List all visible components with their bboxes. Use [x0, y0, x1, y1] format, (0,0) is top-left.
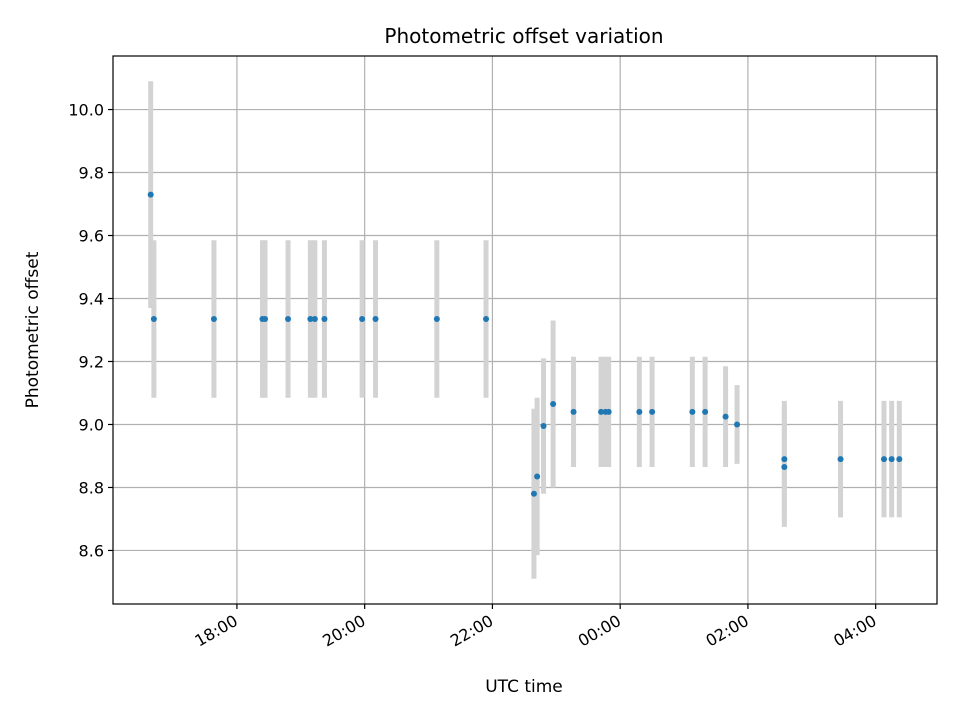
chart-title: Photometric offset variation	[384, 24, 663, 48]
data-point	[147, 191, 154, 198]
plot-frame	[112, 55, 938, 605]
data-point	[321, 315, 328, 322]
y-tick-label: 10.0	[68, 101, 104, 120]
data-point	[636, 408, 643, 415]
data-point	[605, 408, 612, 415]
data-point	[307, 315, 314, 322]
data-points	[147, 191, 903, 497]
data-point	[598, 408, 605, 415]
data-point	[540, 423, 547, 430]
data-point	[896, 456, 903, 463]
data-point	[781, 464, 788, 470]
data-point	[722, 413, 729, 420]
data-point	[530, 490, 537, 497]
y-tick-label: 9.4	[79, 290, 104, 309]
y-axis: 8.6 8.8 9.0 9.2 9.4 9.6 9.8 10.0	[68, 101, 113, 560]
x-axis: 18:00 20:00 22:00 00:00 02:00 04:00	[191, 604, 880, 651]
y-axis-label: Photometric offset	[23, 251, 43, 408]
x-axis-label: UTC time	[485, 677, 563, 697]
data-point	[702, 408, 709, 415]
x-tick-label: 02:00	[702, 611, 751, 651]
data-point	[837, 456, 844, 463]
data-point	[372, 315, 379, 322]
data-point	[210, 315, 217, 322]
data-point	[734, 421, 741, 428]
data-point	[781, 456, 788, 463]
y-tick-label: 8.6	[79, 541, 104, 560]
x-tick-label: 22:00	[447, 611, 496, 651]
data-point	[433, 315, 440, 322]
data-point	[534, 473, 541, 480]
y-tick-label: 8.8	[79, 478, 104, 497]
data-point	[550, 401, 557, 408]
y-tick-label: 9.2	[79, 352, 104, 371]
y-tick-label: 9.6	[79, 227, 104, 246]
data-point	[311, 315, 318, 322]
data-point	[483, 315, 490, 322]
data-point	[570, 408, 577, 415]
data-point	[285, 315, 292, 322]
y-tick-label: 9.0	[79, 415, 104, 434]
grid	[113, 56, 937, 604]
data-point	[880, 456, 887, 463]
data-point	[359, 315, 366, 322]
x-tick-label: 04:00	[830, 611, 879, 651]
data-point	[888, 456, 895, 463]
y-tick-label: 9.8	[79, 164, 104, 183]
data-point	[150, 315, 157, 322]
error-bars	[148, 81, 902, 579]
x-tick-label: 00:00	[575, 611, 624, 651]
data-point	[262, 315, 269, 322]
data-point	[649, 408, 656, 415]
data-point	[689, 408, 696, 415]
x-tick-label: 18:00	[191, 611, 240, 651]
x-tick-label: 20:00	[319, 611, 368, 651]
